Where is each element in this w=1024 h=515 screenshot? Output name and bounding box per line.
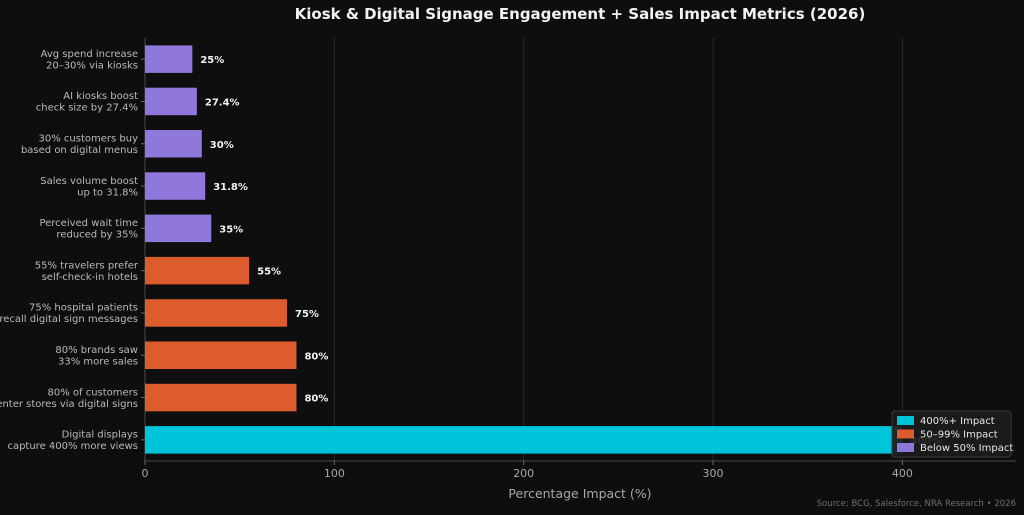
data-label: 75% — [295, 309, 319, 320]
data-label: 35% — [219, 224, 243, 235]
legend-swatch — [897, 443, 914, 452]
x-ticks: 0 100 200 300 400 — [142, 461, 913, 480]
x-tick-label: 0 — [142, 467, 149, 480]
x-tick-label: 100 — [324, 467, 345, 480]
category-label: 75% hospital patients — [29, 303, 138, 314]
category-label: enter stores via digital signs — [0, 399, 138, 410]
legend-swatch — [897, 416, 914, 425]
category-label: 80% of customers — [47, 387, 138, 398]
legend-entry: Below 50% Impact — [920, 443, 1013, 454]
category-label: 20–30% via kiosks — [46, 60, 138, 71]
bars: 25%27.4%30%31.8%35%55%75%80%80%400% — [145, 45, 941, 454]
category-label: Sales volume boost — [40, 176, 138, 187]
data-label: 80% — [304, 351, 328, 362]
bar — [145, 256, 250, 285]
bar — [145, 299, 288, 327]
legend-entry: 400%+ Impact — [920, 416, 995, 427]
category-label: 30% customers buy — [39, 134, 139, 145]
legend-entry: 50–99% Impact — [920, 430, 998, 441]
data-label: 25% — [200, 55, 224, 66]
category-label: 33% more sales — [58, 357, 138, 368]
data-label: 80% — [304, 394, 328, 405]
data-label: 31.8% — [213, 182, 248, 193]
category-label: capture 400% more views — [7, 441, 138, 452]
bar — [145, 426, 903, 454]
category-label: 55% travelers prefer — [35, 260, 139, 271]
category-label: 80% brands saw — [55, 345, 138, 356]
grid — [333, 38, 903, 461]
bar — [145, 130, 202, 158]
source-note: Source: BCG, Salesforce, NRA Research • … — [817, 499, 1016, 509]
x-axis-label: Percentage Impact (%) — [508, 486, 651, 501]
legend-swatch — [897, 429, 914, 439]
data-label: 55% — [257, 267, 281, 278]
bar — [145, 45, 193, 73]
category-label: check size by 27.4% — [36, 103, 138, 114]
category-label: based on digital menus — [21, 145, 138, 156]
category-label: Perceived wait time — [39, 218, 138, 229]
bar — [145, 172, 206, 200]
x-tick-label: 300 — [703, 467, 724, 480]
category-label: reduced by 35% — [56, 230, 138, 241]
bar — [145, 214, 212, 243]
category-label: Avg spend increase — [41, 49, 138, 60]
bar — [145, 383, 297, 412]
category-label: up to 31.8% — [77, 187, 138, 198]
x-tick-label: 400 — [892, 467, 913, 480]
category-label: self-check-in hotels — [42, 272, 138, 283]
data-label: 30% — [210, 140, 234, 151]
category-label: AI kiosks boost — [63, 91, 138, 102]
bar — [145, 87, 197, 116]
legend: 400%+ Impact 50–99% Impact Below 50% Impac… — [891, 410, 1013, 458]
legend-box — [891, 410, 1012, 458]
x-tick-label: 200 — [513, 467, 534, 480]
category-label: recall digital sign messages — [0, 314, 138, 325]
data-label: 27.4% — [205, 97, 240, 108]
bar — [145, 341, 297, 369]
chart-title: Kiosk & Digital Signage Engagement + Sal… — [295, 5, 866, 23]
category-label: Digital displays — [62, 430, 138, 441]
